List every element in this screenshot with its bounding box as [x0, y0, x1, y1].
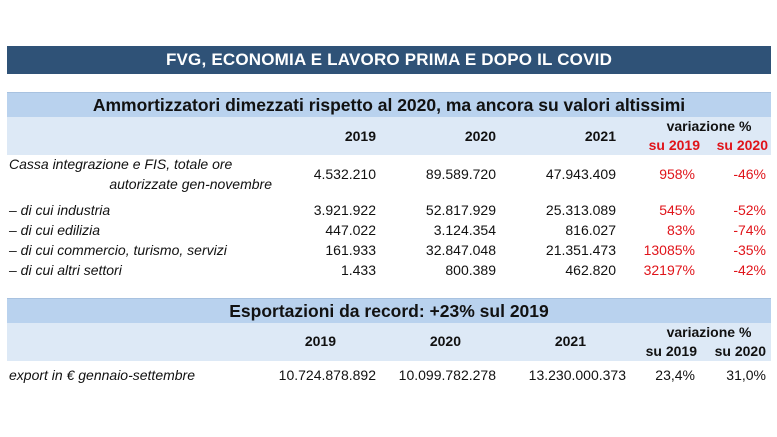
table1-cell: 4.532.210 — [313, 166, 376, 182]
table1-cell: 32197% — [643, 262, 695, 278]
table1-col-su2020: su 2020 — [716, 137, 768, 153]
table1-cell: 52.817.929 — [425, 202, 496, 218]
table2-col-su2020: su 2020 — [714, 343, 766, 359]
table1-cell: 1.433 — [340, 262, 376, 278]
table1-cell: 462.820 — [565, 262, 616, 278]
table1-cell: -74% — [733, 222, 766, 238]
table1-cell: 89.589.720 — [425, 166, 496, 182]
table1-cell: 47.943.409 — [545, 166, 616, 182]
table1-row-label-cont: autorizzate gen-novembre — [109, 176, 272, 192]
table2-col-su2019: su 2019 — [645, 343, 697, 359]
table1-header-band — [7, 117, 771, 155]
table1-row-label: – di cui industria — [9, 202, 111, 218]
table1-cell: 545% — [659, 202, 695, 218]
table2-cell: 31,0% — [726, 367, 766, 383]
table1-cell: 447.022 — [325, 222, 376, 238]
table1-cell: -52% — [733, 202, 766, 218]
table2-cell: 10.724.878.892 — [278, 367, 376, 383]
table1-cell: 800.389 — [445, 262, 496, 278]
table2-col-2021: 2021 — [554, 333, 586, 349]
table2-col-2019: 2019 — [304, 333, 336, 349]
table1-cell: 83% — [666, 222, 695, 238]
table1-col-2019: 2019 — [344, 128, 376, 144]
table2-header-band — [7, 323, 771, 361]
table2-cell: 13.230.000.373 — [528, 367, 626, 383]
table1-cell: -46% — [733, 166, 766, 182]
table1-row-label: – di cui altri settori — [9, 262, 122, 278]
table1-cell: 25.313.089 — [545, 202, 616, 218]
table1-col-su2019: su 2019 — [648, 137, 700, 153]
table1-title: Ammortizzatori dimezzati rispetto al 202… — [7, 92, 771, 117]
table2-title: Esportazioni da record: +23% sul 2019 — [7, 298, 771, 323]
table1-cell: 3.124.354 — [433, 222, 496, 238]
table1-cell: -35% — [733, 242, 766, 258]
table1-variation-label: variazione % — [666, 118, 752, 134]
table1-cell: 958% — [659, 166, 695, 182]
table2-col-2020: 2020 — [429, 333, 461, 349]
table1-row-label: Cassa integrazione e FIS, totale ore — [9, 156, 233, 172]
table2-cell: 10.099.782.278 — [398, 367, 496, 383]
table1-col-2020: 2020 — [464, 128, 496, 144]
table1-cell: 161.933 — [325, 242, 376, 258]
table1-cell: 13085% — [643, 242, 695, 258]
table1-row-label: – di cui commercio, turismo, servizi — [9, 242, 227, 258]
table2-cell: 23,4% — [655, 367, 695, 383]
table1-cell: -42% — [733, 262, 766, 278]
page-title: FVG, ECONOMIA E LAVORO PRIMA E DOPO IL C… — [7, 46, 771, 74]
table1-row-label: – di cui edilizia — [9, 222, 101, 238]
table1-cell: 21.351.473 — [545, 242, 616, 258]
table1-cell: 816.027 — [565, 222, 616, 238]
table2-variation-label: variazione % — [666, 324, 752, 340]
table1-cell: 3.921.922 — [313, 202, 376, 218]
table1-col-2021: 2021 — [584, 128, 616, 144]
table1-cell: 32.847.048 — [425, 242, 496, 258]
table2-row-label: export in € gennaio-settembre — [9, 367, 195, 383]
